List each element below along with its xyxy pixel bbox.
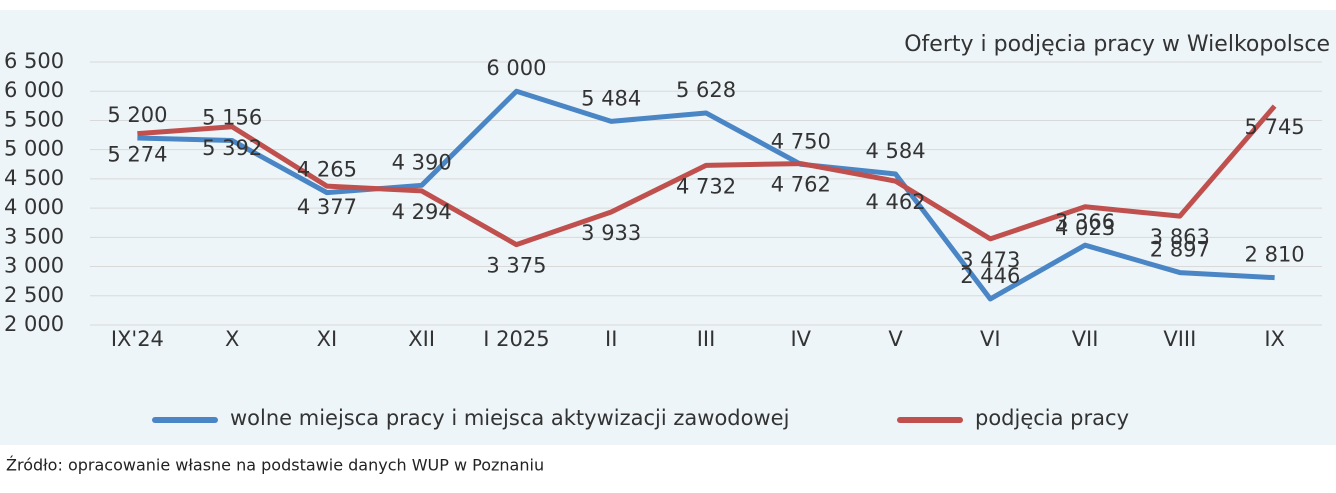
x-tick-label: IX	[1264, 327, 1285, 351]
legend-label: wolne miejsca pracy i miejsca aktywizacj…	[230, 406, 789, 430]
data-label: 4 732	[676, 174, 736, 198]
chart-title: Oferty i podjęcia pracy w Wielkopolsce	[904, 32, 1330, 57]
data-label: 4 390	[392, 150, 452, 174]
x-tick-label: XI	[317, 327, 338, 351]
y-tick-label: 5 000	[4, 137, 64, 161]
y-tick-label: 6 000	[4, 78, 64, 102]
y-tick-label: 2 000	[4, 312, 64, 336]
data-label: 4 762	[771, 173, 831, 197]
data-label: 4 294	[392, 200, 452, 224]
x-tick-label: I 2025	[483, 327, 549, 351]
x-tick-label: IX'24	[111, 327, 164, 351]
x-tick-label: III	[697, 327, 716, 351]
series-line	[137, 104, 1277, 248]
y-tick-label: 3 500	[4, 224, 64, 248]
data-label: 5 156	[202, 106, 262, 130]
legend-label: podjęcia pracy	[975, 406, 1129, 430]
data-label: 4 462	[865, 190, 925, 214]
y-tick-label: 4 500	[4, 166, 64, 190]
x-tick-label: V	[888, 327, 903, 351]
data-label: 5 484	[581, 86, 641, 110]
data-label: 3 863	[1150, 225, 1210, 249]
data-label: 4 750	[771, 129, 831, 153]
x-tick-label: X	[225, 327, 239, 351]
x-tick-label: VII	[1072, 327, 1099, 351]
data-label: 3 375	[486, 254, 546, 278]
y-tick-label: 4 000	[4, 195, 64, 219]
x-tick-label: VI	[980, 327, 1001, 351]
x-tick-label: VIII	[1163, 327, 1196, 351]
source-note: Źródło: opracowanie własne na podstawie …	[6, 456, 544, 475]
data-label: 3 366	[1055, 210, 1115, 234]
x-tick-label: XII	[408, 327, 435, 351]
x-tick-label: IV	[790, 327, 811, 351]
y-tick-label: 2 500	[4, 283, 64, 307]
data-label: 3 933	[581, 221, 641, 245]
data-label: 6 000	[486, 56, 546, 80]
chart-background	[0, 10, 1336, 445]
data-label: 5 200	[107, 103, 167, 127]
data-label: 3 473	[960, 248, 1020, 272]
y-tick-label: 5 500	[4, 107, 64, 131]
data-label: 5 628	[676, 78, 736, 102]
data-label: 4 265	[297, 158, 357, 182]
data-label: 4 584	[865, 139, 925, 163]
x-tick-label: II	[605, 327, 617, 351]
data-label: 5 392	[202, 136, 262, 160]
y-tick-label: 6 500	[4, 49, 64, 73]
series-line	[137, 88, 1275, 302]
data-label: 2 810	[1245, 243, 1305, 267]
data-label: 2 446	[960, 264, 1020, 288]
data-label: 4 023	[1055, 216, 1115, 240]
data-label: 5 745	[1245, 115, 1305, 139]
data-label: 4 377	[297, 195, 357, 219]
data-label: 2 897	[1150, 238, 1210, 262]
data-label: 5 274	[107, 143, 167, 167]
y-tick-label: 3 000	[4, 254, 64, 278]
